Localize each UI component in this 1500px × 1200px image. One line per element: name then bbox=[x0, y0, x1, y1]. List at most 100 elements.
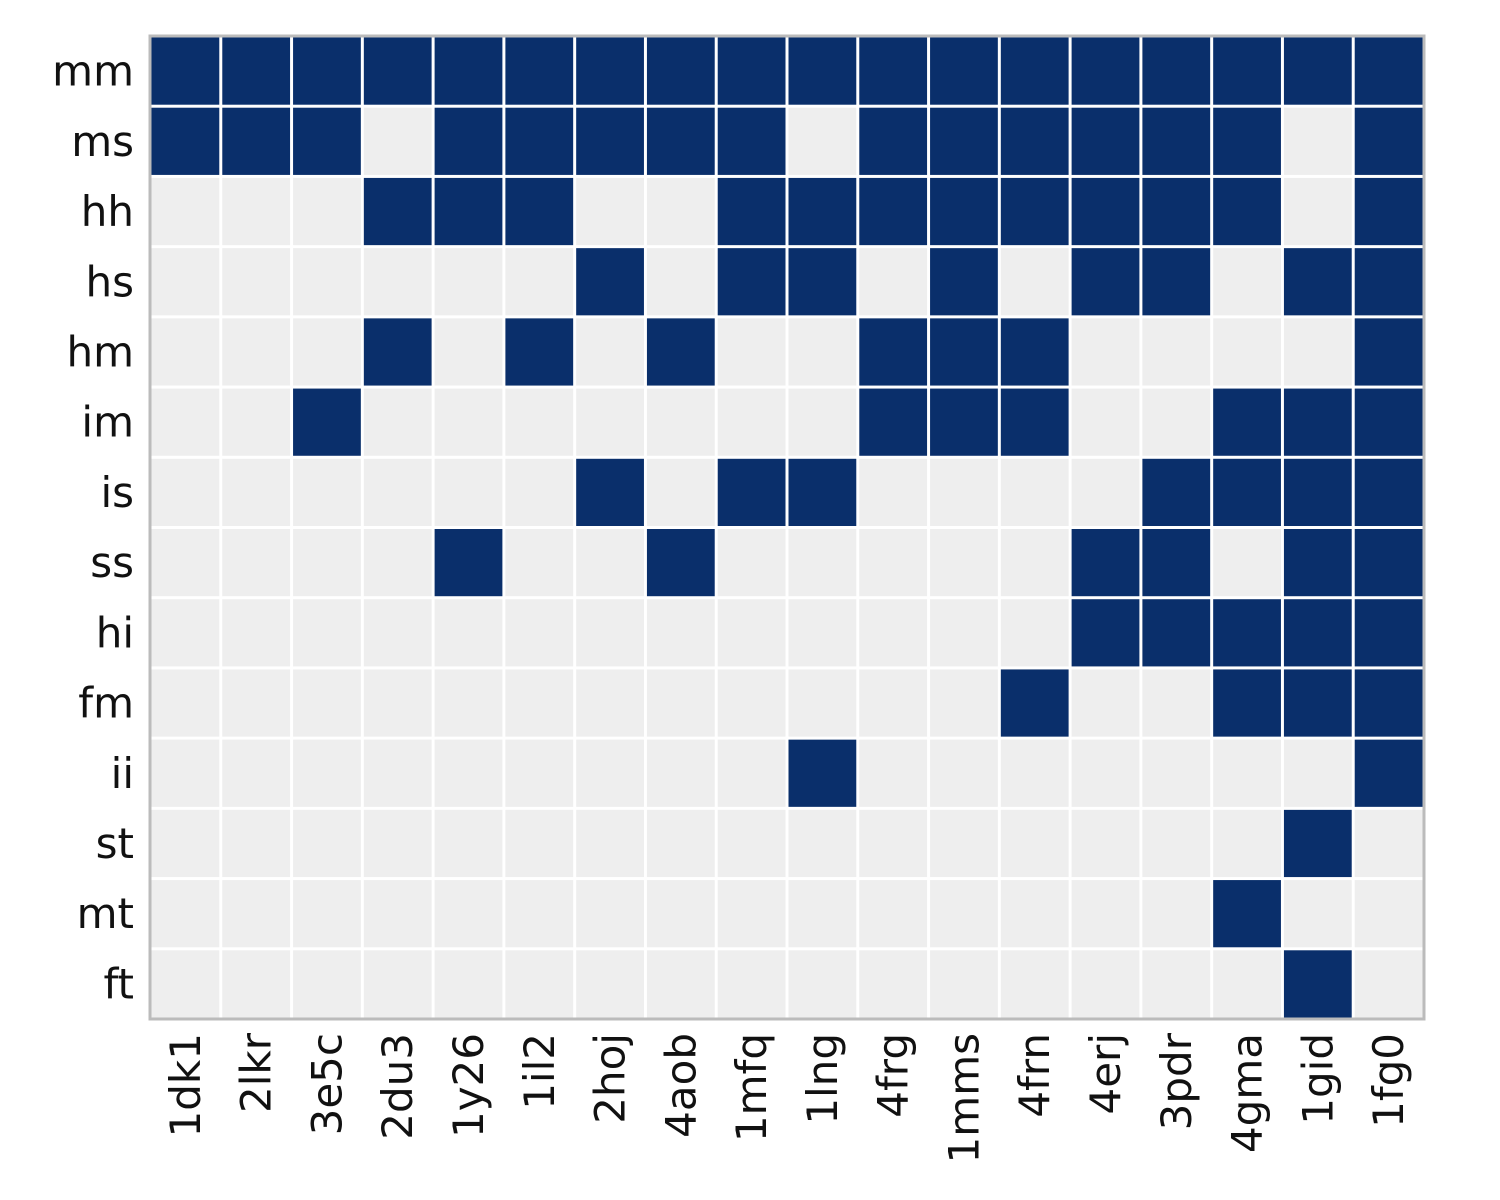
heatmap-cell-is-1lng bbox=[788, 458, 857, 526]
heatmap-cell-hm-3e5c bbox=[293, 318, 361, 386]
column-label-1fg0: 1fg0 bbox=[1364, 1033, 1413, 1128]
heatmap-cell-st-1mms bbox=[930, 809, 998, 878]
heatmap-cell-hh-4gma bbox=[1213, 177, 1281, 246]
heatmap-cell-ft-1lng bbox=[788, 950, 857, 1018]
heatmap-cell-mm-2du3 bbox=[363, 37, 432, 105]
heatmap-cell-ss-1mfq bbox=[717, 529, 786, 597]
heatmap-cell-fm-4aob bbox=[646, 669, 715, 737]
heatmap-cell-mm-4aob bbox=[646, 37, 715, 105]
heatmap-cell-ss-1fg0 bbox=[1354, 529, 1423, 597]
column-label-1mfq: 1mfq bbox=[727, 1033, 776, 1142]
heatmap-cell-st-1y26 bbox=[434, 809, 503, 878]
heatmap-cell-hs-4aob bbox=[646, 248, 715, 316]
heatmap-cell-ss-1mms bbox=[930, 529, 998, 597]
heatmap-cell-fm-1y26 bbox=[434, 669, 503, 737]
heatmap-cell-hm-1mfq bbox=[717, 318, 786, 386]
heatmap-cell-hs-1lng bbox=[788, 248, 857, 316]
heatmap-cell-st-1mfq bbox=[717, 809, 786, 878]
heatmap-cell-ms-4aob bbox=[646, 107, 715, 175]
heatmap-cell-ii-4erj bbox=[1071, 739, 1140, 807]
heatmap-cell-hh-2du3 bbox=[363, 177, 432, 246]
heatmap-cell-st-1il2 bbox=[505, 809, 574, 878]
heatmap-cell-ss-1lng bbox=[788, 529, 857, 597]
heatmap-cell-hs-1il2 bbox=[505, 248, 574, 316]
heatmap-cells bbox=[150, 36, 1424, 1019]
heatmap-cell-mt-1il2 bbox=[505, 880, 574, 948]
column-label-1il2: 1il2 bbox=[515, 1033, 564, 1110]
heatmap-cell-is-1mms bbox=[930, 458, 998, 526]
heatmap-cell-ss-2lkr bbox=[222, 529, 291, 597]
heatmap-cell-mt-4gma bbox=[1213, 880, 1281, 948]
heatmap-cell-hh-4frn bbox=[1000, 177, 1069, 246]
heatmap-cell-st-1dk1 bbox=[151, 809, 220, 878]
heatmap-cell-ms-4frg bbox=[859, 107, 928, 175]
heatmap-cell-hs-3pdr bbox=[1142, 248, 1211, 316]
row-label-hh: hh bbox=[81, 187, 134, 236]
heatmap-cell-ii-4frg bbox=[859, 739, 928, 807]
heatmap-cell-im-1dk1 bbox=[151, 388, 220, 456]
heatmap-cell-mm-1lng bbox=[788, 37, 857, 105]
heatmap-cell-ss-2hoj bbox=[576, 529, 644, 597]
heatmap-cell-im-2hoj bbox=[576, 388, 644, 456]
heatmap-cell-fm-1il2 bbox=[505, 669, 574, 737]
heatmap-cell-hs-4frg bbox=[859, 248, 928, 316]
heatmap-cell-st-3e5c bbox=[293, 809, 361, 878]
heatmap-cell-hm-2hoj bbox=[576, 318, 644, 386]
heatmap-cell-ii-2du3 bbox=[363, 739, 432, 807]
heatmap-cell-hi-4frg bbox=[859, 599, 928, 667]
heatmap-cell-is-2lkr bbox=[222, 458, 291, 526]
heatmap-cell-hs-1mms bbox=[930, 248, 998, 316]
heatmap-cell-hs-1mfq bbox=[717, 248, 786, 316]
heatmap-cell-ms-1mms bbox=[930, 107, 998, 175]
heatmap-cell-ii-1dk1 bbox=[151, 739, 220, 807]
heatmap-cell-im-3pdr bbox=[1142, 388, 1211, 456]
heatmap-cell-hh-1gid bbox=[1283, 177, 1352, 246]
heatmap-cell-fm-2du3 bbox=[363, 669, 432, 737]
row-label-fm: fm bbox=[78, 679, 134, 728]
heatmap-cell-hi-1il2 bbox=[505, 599, 574, 667]
heatmap-cell-is-4aob bbox=[646, 458, 715, 526]
heatmap-cell-is-4frg bbox=[859, 458, 928, 526]
heatmap-cell-hm-4frn bbox=[1000, 318, 1069, 386]
heatmap-cell-hh-1il2 bbox=[505, 177, 574, 246]
heatmap-cell-ii-3e5c bbox=[293, 739, 361, 807]
column-label-3e5c: 3e5c bbox=[302, 1033, 351, 1135]
heatmap-cell-hh-2hoj bbox=[576, 177, 644, 246]
row-label-mt: mt bbox=[77, 889, 134, 938]
heatmap-cell-hi-1mfq bbox=[717, 599, 786, 667]
heatmap-cell-mm-2hoj bbox=[576, 37, 644, 105]
column-label-1lng: 1lng bbox=[798, 1033, 847, 1125]
heatmap-cell-ft-4frg bbox=[859, 950, 928, 1018]
heatmap-cell-fm-4gma bbox=[1213, 669, 1281, 737]
heatmap-cell-fm-1dk1 bbox=[151, 669, 220, 737]
heatmap-cell-mt-4frg bbox=[859, 880, 928, 948]
row-label-is: is bbox=[100, 468, 134, 517]
column-label-1dk1: 1dk1 bbox=[161, 1033, 210, 1137]
heatmap-cell-ss-4erj bbox=[1071, 529, 1140, 597]
heatmap-cell-mm-1mms bbox=[930, 37, 998, 105]
plot-frame bbox=[148, 34, 1426, 1021]
heatmap-cell-mt-3e5c bbox=[293, 880, 361, 948]
heatmap-cell-ft-2du3 bbox=[363, 950, 432, 1018]
heatmap-cell-hm-1gid bbox=[1283, 318, 1352, 386]
heatmap-cell-ii-1gid bbox=[1283, 739, 1352, 807]
heatmap-cell-hm-1mms bbox=[930, 318, 998, 386]
column-label-4frg: 4frg bbox=[869, 1033, 918, 1118]
column-label-1gid: 1gid bbox=[1293, 1033, 1342, 1125]
column-label-4erj: 4erj bbox=[1081, 1033, 1130, 1115]
heatmap-cell-is-1il2 bbox=[505, 458, 574, 526]
heatmap-cell-hs-2lkr bbox=[222, 248, 291, 316]
heatmap-cell-im-3e5c bbox=[293, 388, 361, 456]
heatmap-cell-ii-1il2 bbox=[505, 739, 574, 807]
heatmap-cell-mt-3pdr bbox=[1142, 880, 1211, 948]
heatmap-cell-hm-1lng bbox=[788, 318, 857, 386]
heatmap-cell-hm-4frg bbox=[859, 318, 928, 386]
heatmap-cell-ii-1fg0 bbox=[1354, 739, 1423, 807]
heatmap-cell-im-1mms bbox=[930, 388, 998, 456]
row-label-hm: hm bbox=[66, 327, 134, 376]
heatmap-cell-fm-3pdr bbox=[1142, 669, 1211, 737]
heatmap-cell-hh-2lkr bbox=[222, 177, 291, 246]
heatmap-cell-hm-4aob bbox=[646, 318, 715, 386]
heatmap-cell-ms-1gid bbox=[1283, 107, 1352, 175]
heatmap-cell-ss-2du3 bbox=[363, 529, 432, 597]
